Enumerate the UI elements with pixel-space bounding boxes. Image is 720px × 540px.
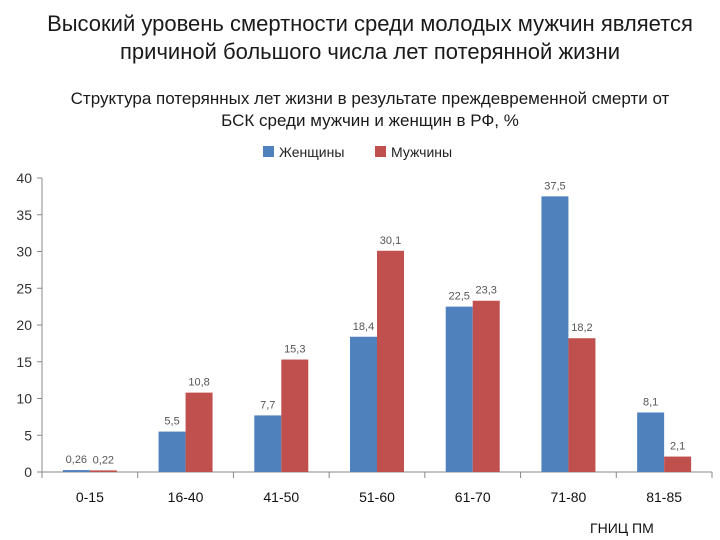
y-tick-label: 10 [16, 391, 32, 407]
chart-subtitle: Структура потерянных лет жизни в результ… [20, 88, 720, 132]
bar [472, 300, 500, 472]
x-category-label: 41-50 [263, 489, 299, 505]
bar [254, 415, 282, 472]
chart-legend: Женщины Мужчины [263, 144, 452, 160]
legend-swatch [375, 146, 386, 157]
y-tick-label: 15 [16, 354, 32, 370]
bar [158, 431, 186, 472]
bar-value-label: 0,26 [66, 454, 87, 466]
bar [377, 250, 404, 472]
bar-value-label: 15,3 [284, 344, 305, 356]
bar [89, 470, 117, 472]
x-category-label: 71-80 [551, 489, 587, 505]
x-category-label: 61-70 [455, 489, 491, 505]
bar-value-label: 22,5 [449, 291, 470, 303]
y-tick-label: 25 [16, 280, 32, 296]
x-category-label: 16-40 [168, 489, 204, 505]
bar [541, 196, 569, 472]
bar [281, 359, 309, 472]
data-labels: 0,26 5,5 7,7 18,4 22,5 37,5 8,1 0,22 10,8 15,3 30,… [66, 180, 686, 466]
bar [568, 338, 596, 472]
headline-line-2: причиной большого числа лет потерянной ж… [120, 39, 620, 64]
chart-subtitle-line-1: Структура потерянных лет жизни в результ… [70, 89, 670, 108]
y-tick-label: 40 [16, 170, 32, 186]
legend-entry-label: Мужчины [391, 144, 452, 160]
bar-value-label: 30,1 [380, 235, 401, 247]
bar-value-label: 8,1 [643, 396, 658, 408]
x-category-label: 81-85 [646, 489, 682, 505]
y-tick-label: 30 [16, 244, 32, 260]
bar [62, 470, 90, 472]
x-axis: 0-15 16-40 41-50 51-60 61-70 71-80 81-85 [41, 471, 713, 505]
bar-value-label: 23,3 [476, 285, 497, 297]
y-tick-label: 20 [16, 317, 32, 333]
bar-value-label: 37,5 [544, 180, 565, 192]
legend-entry-label: Женщины [279, 144, 344, 160]
bar-value-label: 18,4 [353, 321, 374, 333]
headline: Высокий уровень смертности среди молодых… [20, 10, 720, 66]
bar-value-label: 7,7 [260, 399, 275, 411]
bar [185, 392, 213, 472]
bar [664, 456, 692, 472]
x-category-label: 51-60 [359, 489, 395, 505]
y-tick-label: 0 [24, 464, 32, 480]
y-tick-label: 5 [24, 427, 32, 443]
bar [445, 306, 473, 472]
bar [637, 412, 665, 472]
bar-value-label: 5,5 [164, 416, 179, 428]
y-tick-label: 35 [16, 207, 32, 223]
chart-subtitle-line-2: БСК среди мужчин и женщин в РФ, % [221, 111, 519, 130]
y-axis: 0 5 10 15 20 25 30 35 40 [16, 170, 43, 480]
bar-value-label: 2,1 [670, 441, 685, 453]
source-label: ГНИЦ ПМ [590, 520, 654, 536]
bars [62, 196, 692, 472]
bar-value-label: 0,22 [93, 454, 114, 466]
bar-value-label: 18,2 [571, 322, 592, 334]
bar-value-label: 10,8 [188, 377, 209, 389]
x-category-label: 0-15 [76, 489, 104, 505]
bar [350, 336, 377, 472]
legend-swatch [263, 146, 274, 157]
headline-line-1: Высокий уровень смертности среди молодых… [47, 11, 693, 36]
